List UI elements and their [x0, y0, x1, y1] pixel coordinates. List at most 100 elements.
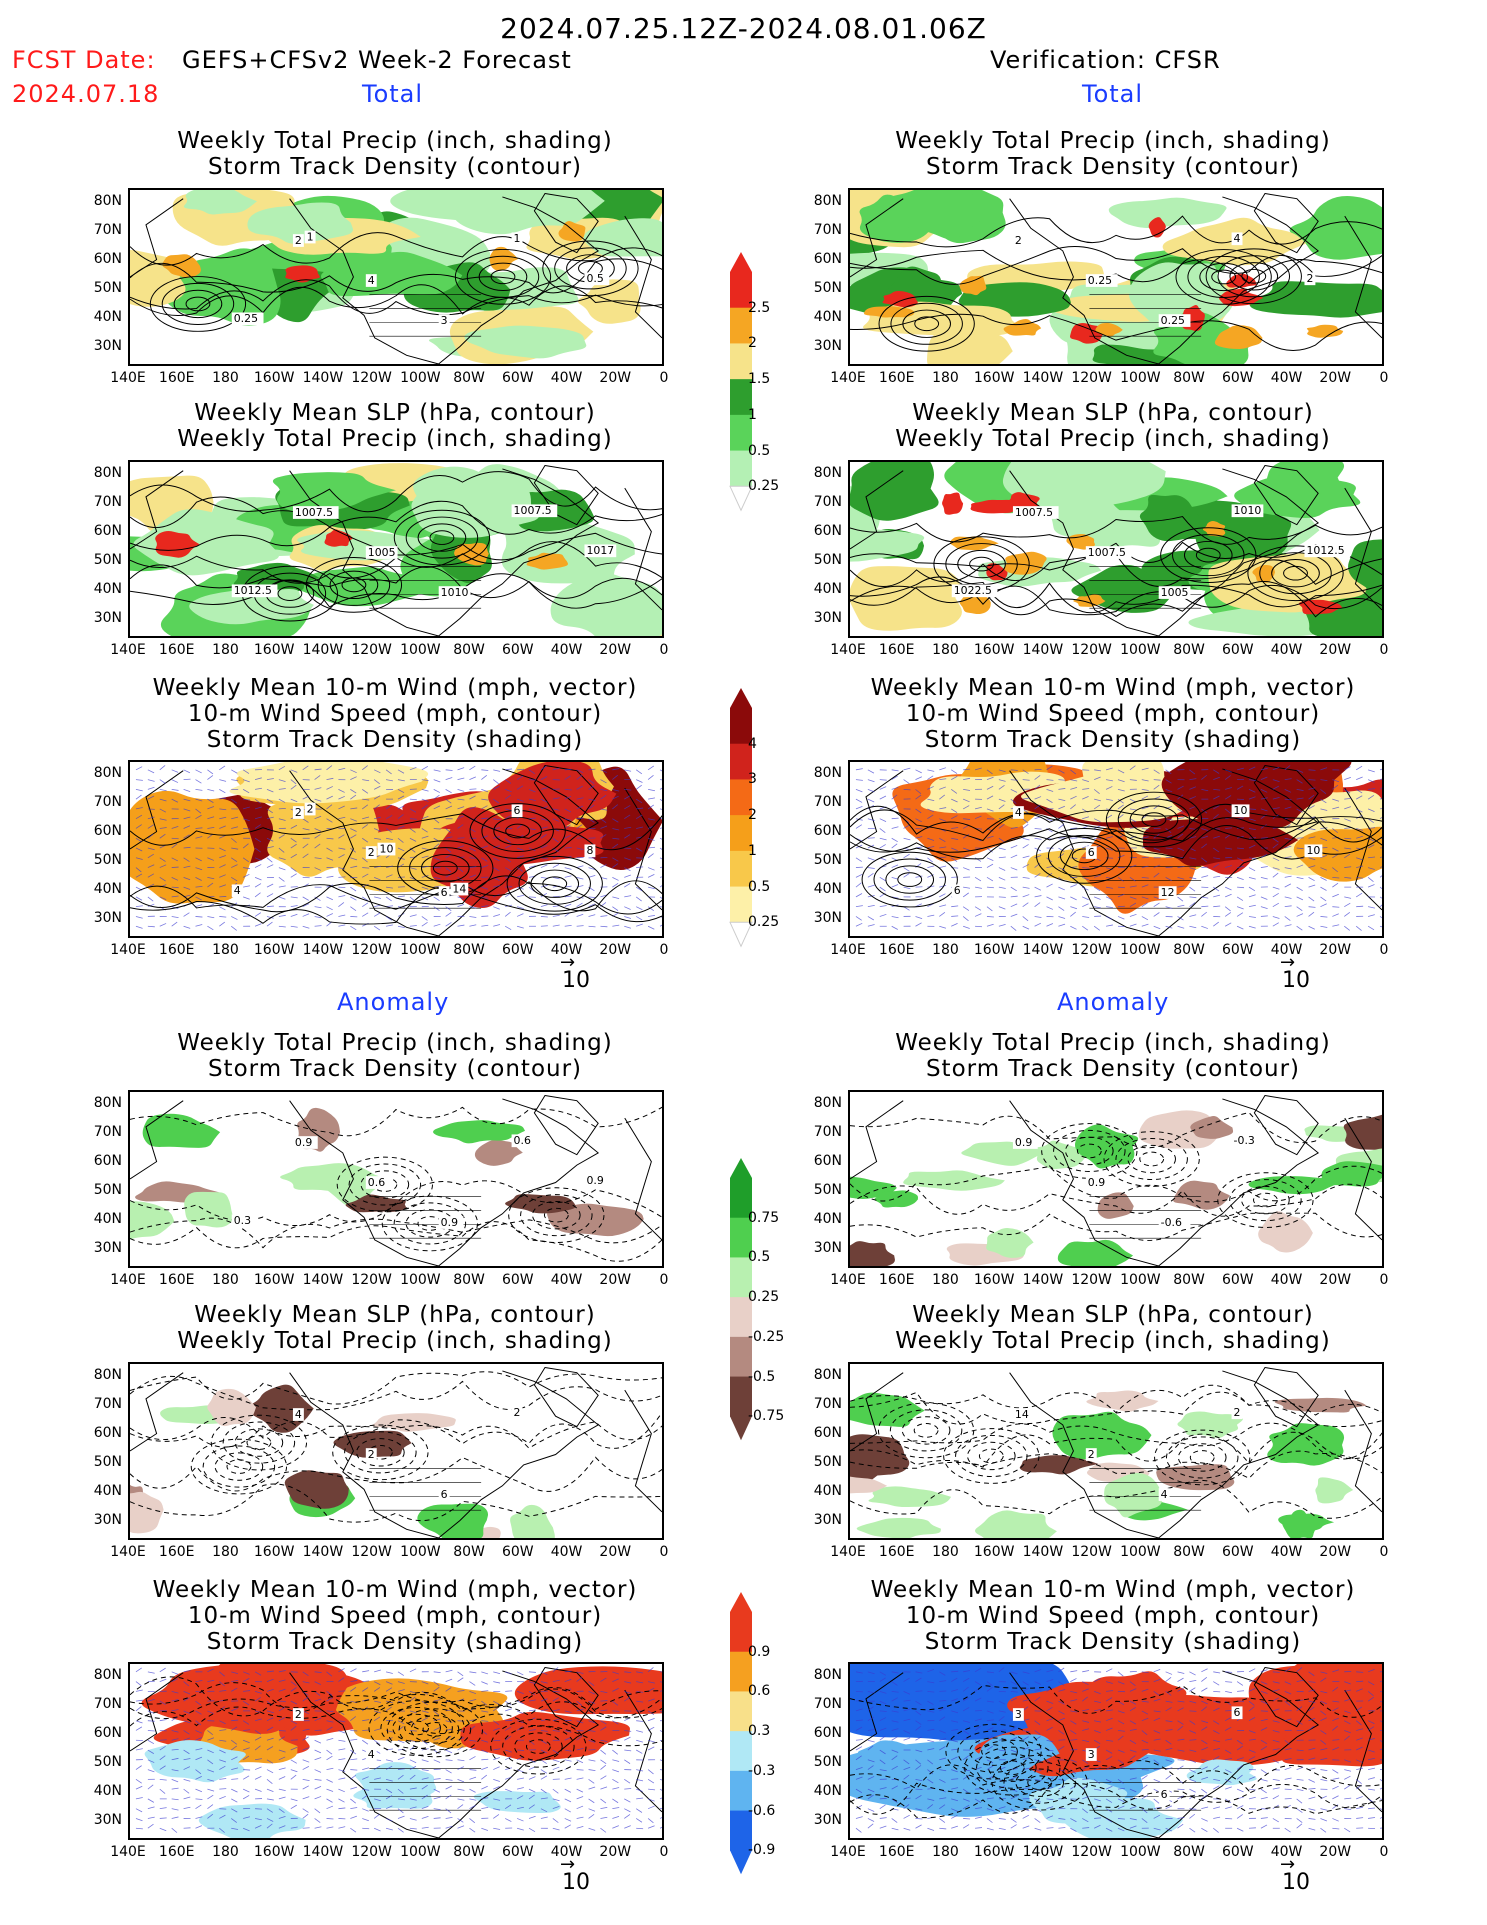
precip-anom-shade	[1248, 1176, 1339, 1195]
lat-tick-label: 50N	[93, 1454, 122, 1470]
panel-title-line: Weekly Total Precip (inch, shading)	[177, 128, 613, 154]
lat-tick-label: 40N	[813, 1211, 842, 1227]
contour-lines	[850, 1111, 1382, 1241]
lat-tick-label: 40N	[93, 881, 122, 897]
colorbar-segment	[730, 379, 752, 416]
lat-tick-label: 50N	[93, 552, 122, 568]
precip-heavy-shade	[1219, 288, 1264, 307]
colorbar-segment	[730, 708, 752, 745]
contour-label-bg	[377, 842, 396, 856]
contour-lines	[850, 515, 1382, 618]
contour-label: 10	[380, 843, 394, 856]
lon-tick-label: 0	[659, 642, 669, 658]
lon-tick-label: 140E	[830, 1272, 866, 1288]
contour-label: 4	[1015, 806, 1022, 819]
lon-tick-label: 100W	[1120, 642, 1161, 658]
lon-tick-label: 160E	[878, 1544, 915, 1560]
verification-label: Verification: CFSR	[990, 46, 1221, 74]
contour-label: 2	[368, 1448, 375, 1461]
lat-tick-label: 50N	[813, 280, 842, 296]
precip-shade	[1249, 281, 1382, 318]
contour-label-bg	[292, 1408, 304, 1421]
precip-heavy-shade	[454, 542, 489, 566]
contour-lines	[850, 1684, 1382, 1819]
contour-label: 1	[307, 231, 314, 244]
lat-tick-label: 50N	[93, 1182, 122, 1198]
contour-label-bg	[1012, 506, 1059, 519]
contour-label-bg	[292, 806, 304, 819]
lon-tick-label: 140W	[1022, 942, 1064, 958]
lon-tick-label: 0	[659, 1544, 669, 1560]
lon-tick-label: 160E	[878, 1844, 915, 1860]
lon-tick-label: 40W	[1270, 1272, 1303, 1288]
colorbar-segment	[730, 450, 752, 487]
colorbar-label: 0.5	[748, 1249, 771, 1266]
precip-heavy-shade	[1095, 322, 1123, 337]
contour-label: 2	[368, 846, 375, 859]
map-panel: 2 0.25 0.25 4 2	[848, 188, 1384, 366]
lon-tick-label: 160W	[253, 1272, 295, 1288]
lon-tick-label: 60W	[501, 370, 534, 386]
lon-tick-label: 140E	[110, 1844, 146, 1860]
lon-tick-label: 160E	[878, 1272, 915, 1288]
map-svg: 2 4 3 1 0.5 0.25 1	[130, 190, 662, 364]
lon-tick-label: 100W	[1120, 1272, 1161, 1288]
lon-tick-label: 140E	[110, 642, 146, 658]
map-panel: 4 2 6 2	[128, 1362, 664, 1540]
colorbar-label: -0.9	[748, 1842, 776, 1859]
track-anom-shade	[1248, 1665, 1382, 1723]
precip-anom-shade	[1258, 1211, 1313, 1253]
precip-heavy-shade	[959, 275, 987, 296]
panel-title-line: Storm Track Density (shading)	[206, 727, 584, 753]
precip-anom-shade	[433, 1120, 526, 1144]
precip-anom-shade	[510, 1504, 555, 1538]
precip-shade	[927, 320, 1013, 364]
lon-tick-label: 160W	[973, 1544, 1015, 1560]
colorbar-segment	[730, 1217, 752, 1258]
precip-heavy-shade	[162, 254, 201, 278]
contour-label: 2	[1015, 234, 1022, 247]
contour-label-bg	[231, 312, 264, 326]
lon-tick-label: 120W	[351, 642, 392, 658]
map-panel: 2 2 6 6 8 4 2 10 14	[128, 760, 664, 938]
precip-anom-shade	[1177, 1411, 1243, 1438]
colorbar-segment	[730, 850, 752, 888]
precip-shade	[1139, 494, 1199, 542]
contour-label: 2	[295, 806, 302, 819]
precip-anom-shade	[1173, 1180, 1230, 1210]
lat-tick-label: 40N	[93, 1483, 122, 1499]
contour-label-bg	[438, 1488, 450, 1501]
contour-label: 1007.5	[1015, 506, 1053, 519]
precip-shade	[883, 190, 986, 240]
contour-label: 12	[1161, 886, 1175, 899]
track-density-shade	[1020, 769, 1197, 823]
colorbar-segment	[730, 1297, 752, 1338]
colorbar-label: 2	[748, 335, 757, 352]
contour-label: 0.9	[295, 1136, 312, 1149]
precip-shade	[189, 588, 314, 625]
lon-tick-label: 140E	[830, 942, 866, 958]
lat-tick-label: 30N	[93, 1512, 122, 1528]
precip-heavy-shade	[1073, 594, 1106, 607]
lat-tick-label: 30N	[93, 1240, 122, 1256]
precip-anom-shade	[142, 1113, 221, 1148]
lon-tick-label: 120W	[1071, 1844, 1112, 1860]
lon-tick-label: 160E	[878, 642, 915, 658]
lon-tick-label: 80W	[1173, 1544, 1205, 1560]
lat-tick-label: 80N	[93, 765, 122, 781]
contour-label: 4	[295, 1408, 302, 1421]
colorbar-label: -0.3	[748, 1762, 776, 1779]
contour-lines	[850, 791, 1382, 908]
colorbar-segment	[730, 815, 752, 852]
contour-label-bg	[1304, 544, 1351, 558]
colorbar-label: -0.5	[748, 1368, 776, 1385]
lon-tick-label: 0	[659, 1272, 669, 1288]
lon-tick-label: 140W	[1022, 1544, 1064, 1560]
contour-label-bg	[1012, 1408, 1031, 1421]
contour-label: 2	[295, 1708, 302, 1721]
lat-tick-label: 70N	[813, 1124, 842, 1140]
contour-label-bg	[951, 584, 998, 598]
lat-tick-label: 70N	[813, 794, 842, 810]
lon-tick-label: 180	[932, 642, 959, 658]
lon-tick-label: 40W	[550, 1544, 583, 1560]
